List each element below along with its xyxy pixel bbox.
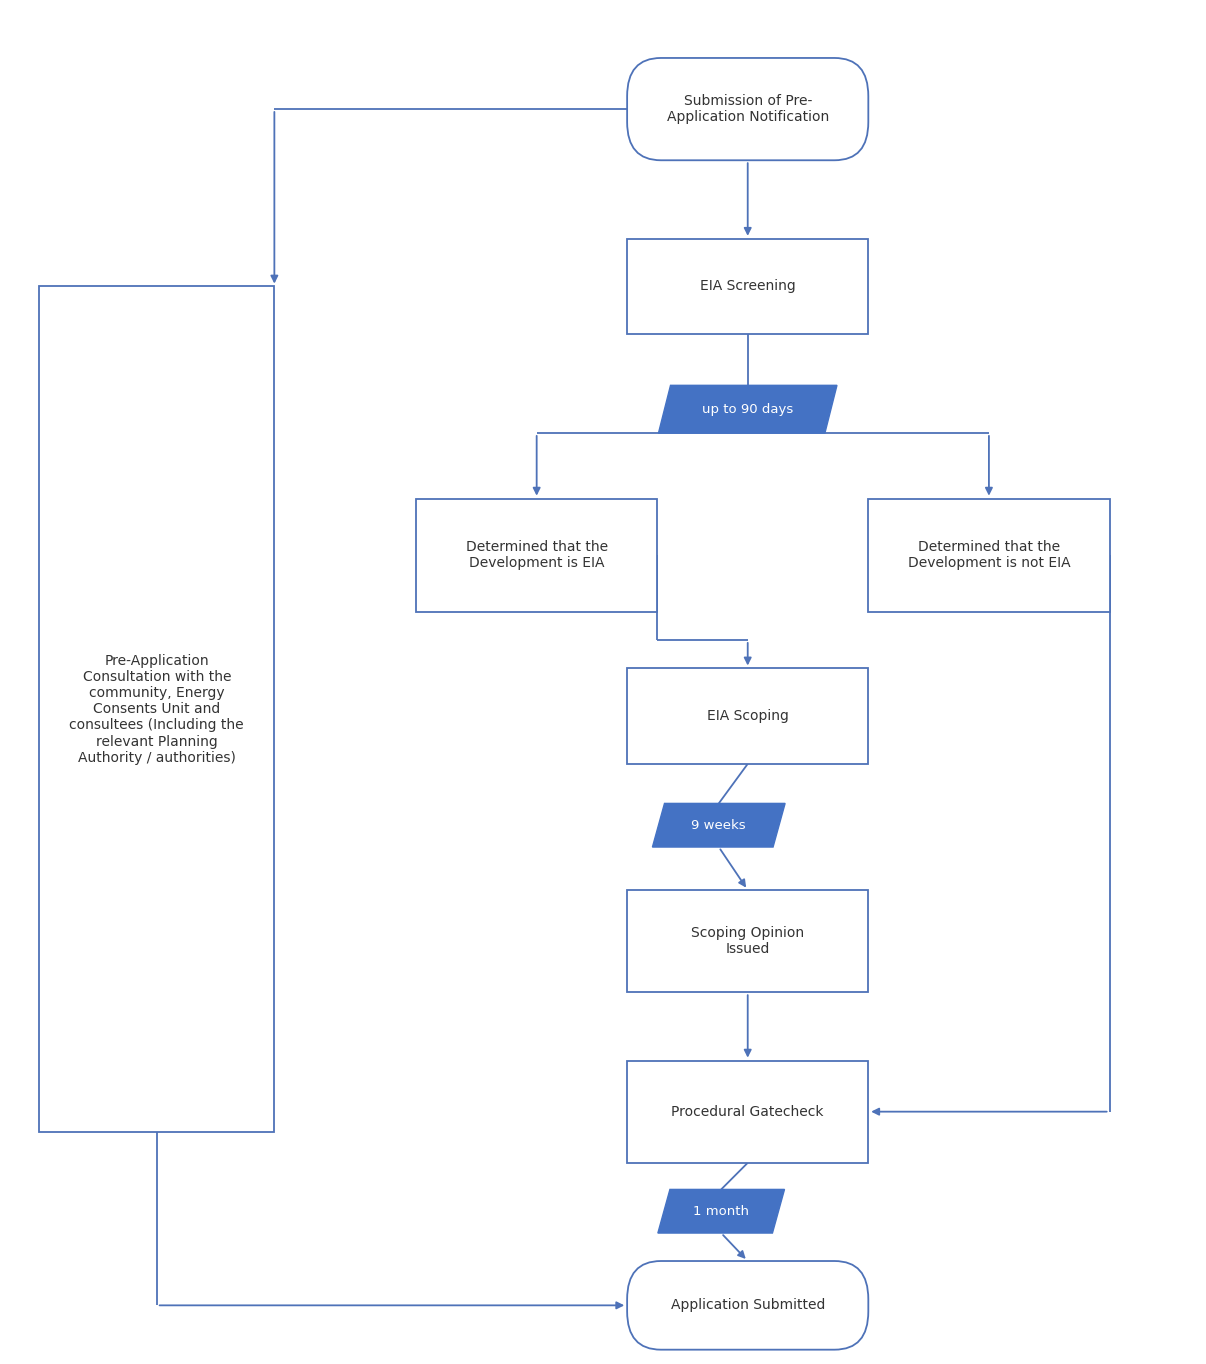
Text: Scoping Opinion
Issued: Scoping Opinion Issued xyxy=(691,926,804,956)
Text: 1 month: 1 month xyxy=(693,1204,749,1218)
Text: EIA Screening: EIA Screening xyxy=(699,280,796,293)
Text: up to 90 days: up to 90 days xyxy=(702,402,794,416)
FancyBboxPatch shape xyxy=(627,57,868,160)
FancyBboxPatch shape xyxy=(39,286,275,1132)
FancyBboxPatch shape xyxy=(627,1061,868,1162)
FancyBboxPatch shape xyxy=(627,668,868,764)
Text: Determined that the
Development is EIA: Determined that the Development is EIA xyxy=(466,540,608,570)
Text: Pre-Application
Consultation with the
community, Energy
Consents Unit and
consul: Pre-Application Consultation with the co… xyxy=(70,653,244,765)
Text: EIA Scoping: EIA Scoping xyxy=(707,709,789,723)
Text: Submission of Pre-
Application Notification: Submission of Pre- Application Notificat… xyxy=(667,94,829,124)
FancyBboxPatch shape xyxy=(627,239,868,334)
Text: 9 weeks: 9 weeks xyxy=(691,818,747,832)
Polygon shape xyxy=(652,803,785,847)
Polygon shape xyxy=(658,1189,784,1233)
Text: Application Submitted: Application Submitted xyxy=(671,1299,825,1312)
Text: Procedural Gatecheck: Procedural Gatecheck xyxy=(672,1105,824,1118)
Text: Determined that the
Development is not EIA: Determined that the Development is not E… xyxy=(908,540,1070,570)
Polygon shape xyxy=(658,385,837,434)
FancyBboxPatch shape xyxy=(627,889,868,993)
FancyBboxPatch shape xyxy=(627,1260,868,1350)
FancyBboxPatch shape xyxy=(868,499,1110,611)
FancyBboxPatch shape xyxy=(416,499,657,611)
